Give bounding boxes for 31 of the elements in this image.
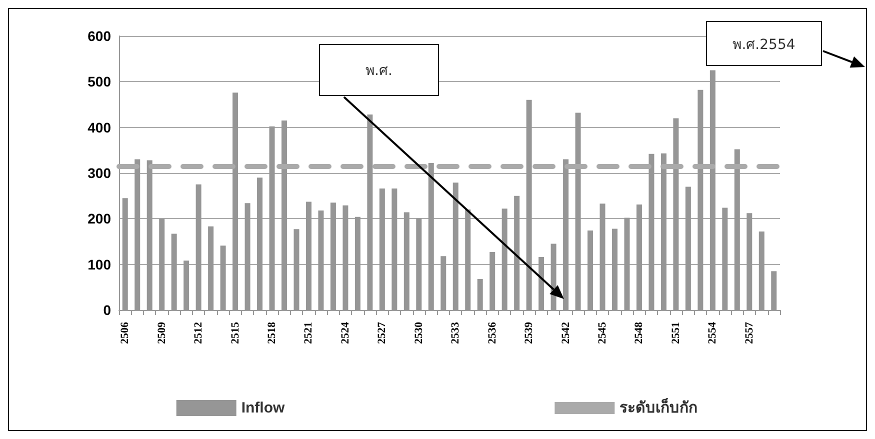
- x-tick-label: 2554: [706, 322, 719, 344]
- x-tick-label: 2545: [596, 322, 609, 344]
- x-tick-label: 2521: [302, 322, 315, 344]
- x-tick-label: 2515: [229, 322, 242, 344]
- annotation: พ.ศ.2554: [732, 36, 796, 54]
- callout-box: พ.ศ.: [319, 44, 439, 96]
- x-tick-label: 2539: [523, 322, 536, 344]
- x-tick-label: 2551: [670, 322, 682, 344]
- y-tick-label: 500: [88, 74, 112, 90]
- x-tick-label: 2536: [486, 322, 498, 344]
- x-tick-label: 2512: [192, 322, 205, 344]
- y-tick-label: 300: [88, 165, 112, 181]
- annotation: พ.ศ.: [366, 62, 392, 81]
- x-tick-label: 2527: [376, 322, 388, 344]
- x-tick-label: 2506: [119, 322, 132, 344]
- x-tick-label: 2518: [266, 322, 278, 344]
- legend-label: Inflow: [241, 400, 285, 416]
- x-tick-label: 2530: [412, 322, 425, 344]
- y-tick-label: 400: [88, 119, 112, 136]
- y-tick-label: 100: [88, 256, 112, 272]
- x-tick-label: 2509: [156, 322, 168, 344]
- y-tick-label: 200: [88, 210, 112, 227]
- callout-box: พ.ศ.2554: [706, 21, 822, 66]
- legend-label: ระดับเก็บกัก: [620, 398, 698, 416]
- x-tick-label: 2524: [339, 322, 352, 344]
- y-tick-label: 600: [88, 28, 112, 44]
- x-tick-label: 2542: [560, 322, 572, 344]
- y-tick-label: 0: [103, 302, 112, 318]
- x-tick-label: 2548: [633, 322, 646, 344]
- x-tick-label: 2557: [743, 322, 756, 344]
- x-tick-label: 2533: [450, 322, 462, 344]
